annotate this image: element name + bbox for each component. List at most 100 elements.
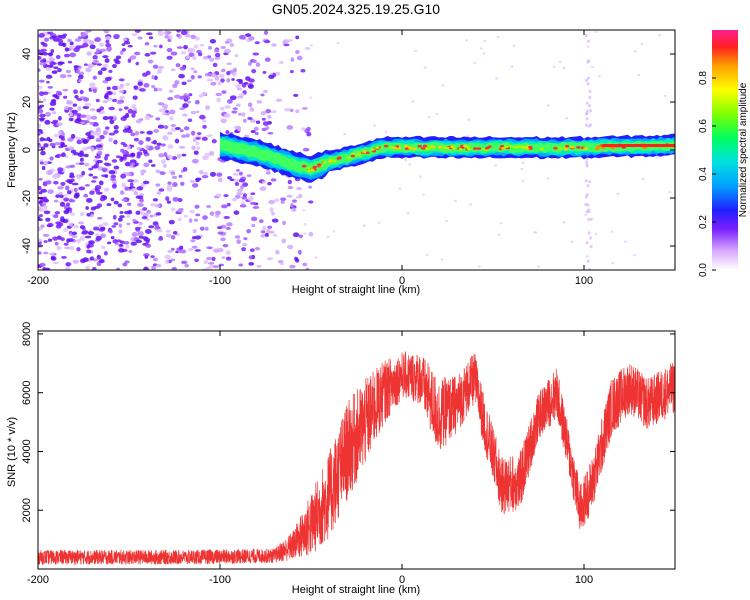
noise-speck (207, 55, 212, 59)
noise-speck (230, 71, 235, 75)
noise-speck (44, 119, 51, 125)
noise-speck (301, 127, 306, 131)
noise-speck (440, 258, 444, 261)
y-tick-label: 6000 (21, 380, 33, 404)
noise-speck (64, 155, 69, 158)
noise-speck (274, 198, 280, 203)
noise-speck (266, 171, 271, 175)
noise-speck (232, 67, 237, 73)
noise-speck (77, 74, 84, 80)
noise-speck (124, 125, 129, 129)
noise-speck (83, 193, 89, 198)
noise-speck (225, 250, 231, 255)
noise-speck (177, 197, 183, 203)
noise-speck (70, 212, 76, 216)
ridge-hotspot (310, 168, 315, 172)
noise-speck (314, 256, 318, 259)
noise-speck (521, 161, 525, 165)
noise-speck (150, 255, 155, 258)
noise-speck (94, 187, 99, 191)
noise-speck (54, 142, 61, 146)
x-tick-label: 100 (575, 275, 593, 287)
noise-speck (133, 137, 139, 142)
noise-speck (224, 113, 231, 119)
noise-speck (586, 60, 590, 64)
noise-speck (96, 203, 103, 208)
noise-speck (584, 33, 588, 37)
noise-speck (220, 68, 226, 73)
noise-speck (184, 263, 189, 268)
noise-speck (170, 247, 175, 251)
noise-speck (85, 206, 89, 210)
noise-speck (267, 132, 274, 135)
noise-speck (236, 191, 244, 196)
x-tick-label: 0 (399, 275, 405, 287)
noise-speck (39, 113, 46, 118)
noise-speck (72, 235, 78, 239)
noise-speck (167, 154, 173, 160)
noise-speck (178, 174, 183, 178)
noise-speck (135, 210, 141, 215)
noise-speck (265, 108, 272, 114)
noise-speck (68, 179, 73, 185)
ridge-hotspot (431, 145, 436, 149)
noise-speck (250, 130, 256, 134)
noise-speck (67, 190, 72, 195)
noise-speck (271, 218, 279, 223)
noise-speck (83, 153, 89, 158)
noise-speck (283, 43, 290, 47)
noise-speck (51, 70, 58, 73)
noise-speck (57, 167, 64, 173)
noise-speck (236, 239, 241, 245)
noise-speck (477, 265, 481, 268)
noise-speck (182, 166, 188, 172)
noise-speck (68, 238, 74, 242)
noise-speck (234, 194, 241, 199)
noise-speck (190, 67, 195, 71)
noise-speck (220, 46, 226, 49)
ridge-hotspot (473, 147, 478, 150)
noise-speck (125, 82, 131, 86)
noise-speck (193, 70, 198, 74)
noise-speck (232, 172, 239, 176)
noise-speck (155, 169, 160, 173)
noise-speck (201, 91, 207, 96)
noise-speck (81, 170, 86, 176)
noise-speck (79, 157, 84, 162)
noise-speck (289, 69, 294, 74)
noise-speck (268, 230, 275, 234)
noise-speck (40, 150, 46, 156)
noise-speck (256, 264, 262, 268)
noise-speck (54, 154, 60, 158)
noise-speck (38, 177, 43, 181)
noise-speck (242, 193, 247, 198)
y-tick-label: 8000 (21, 322, 33, 346)
noise-speck (127, 108, 134, 114)
noise-speck (167, 97, 174, 101)
ridge-hotspot (417, 144, 422, 148)
noise-speck (169, 109, 176, 115)
noise-speck (107, 116, 114, 120)
noise-speck (185, 55, 190, 60)
noise-speck (238, 178, 246, 183)
noise-speck (102, 130, 108, 136)
noise-speck (232, 107, 238, 111)
noise-speck (238, 112, 242, 116)
noise-speck (111, 225, 117, 228)
noise-speck (444, 219, 448, 223)
noise-speck (40, 146, 46, 151)
noise-speck (208, 45, 213, 50)
noise-speck (155, 223, 160, 229)
noise-speck (588, 89, 592, 93)
x-tick-label: -200 (27, 574, 49, 586)
y-tick-label: -20 (21, 190, 33, 206)
noise-speck (136, 186, 144, 191)
noise-speck (67, 106, 73, 111)
noise-speck (121, 198, 128, 202)
noise-speck (308, 185, 313, 189)
noise-speck (68, 146, 75, 151)
noise-speck (302, 262, 308, 267)
noise-speck (189, 180, 196, 183)
noise-speck (82, 139, 89, 145)
noise-speck (167, 144, 174, 149)
